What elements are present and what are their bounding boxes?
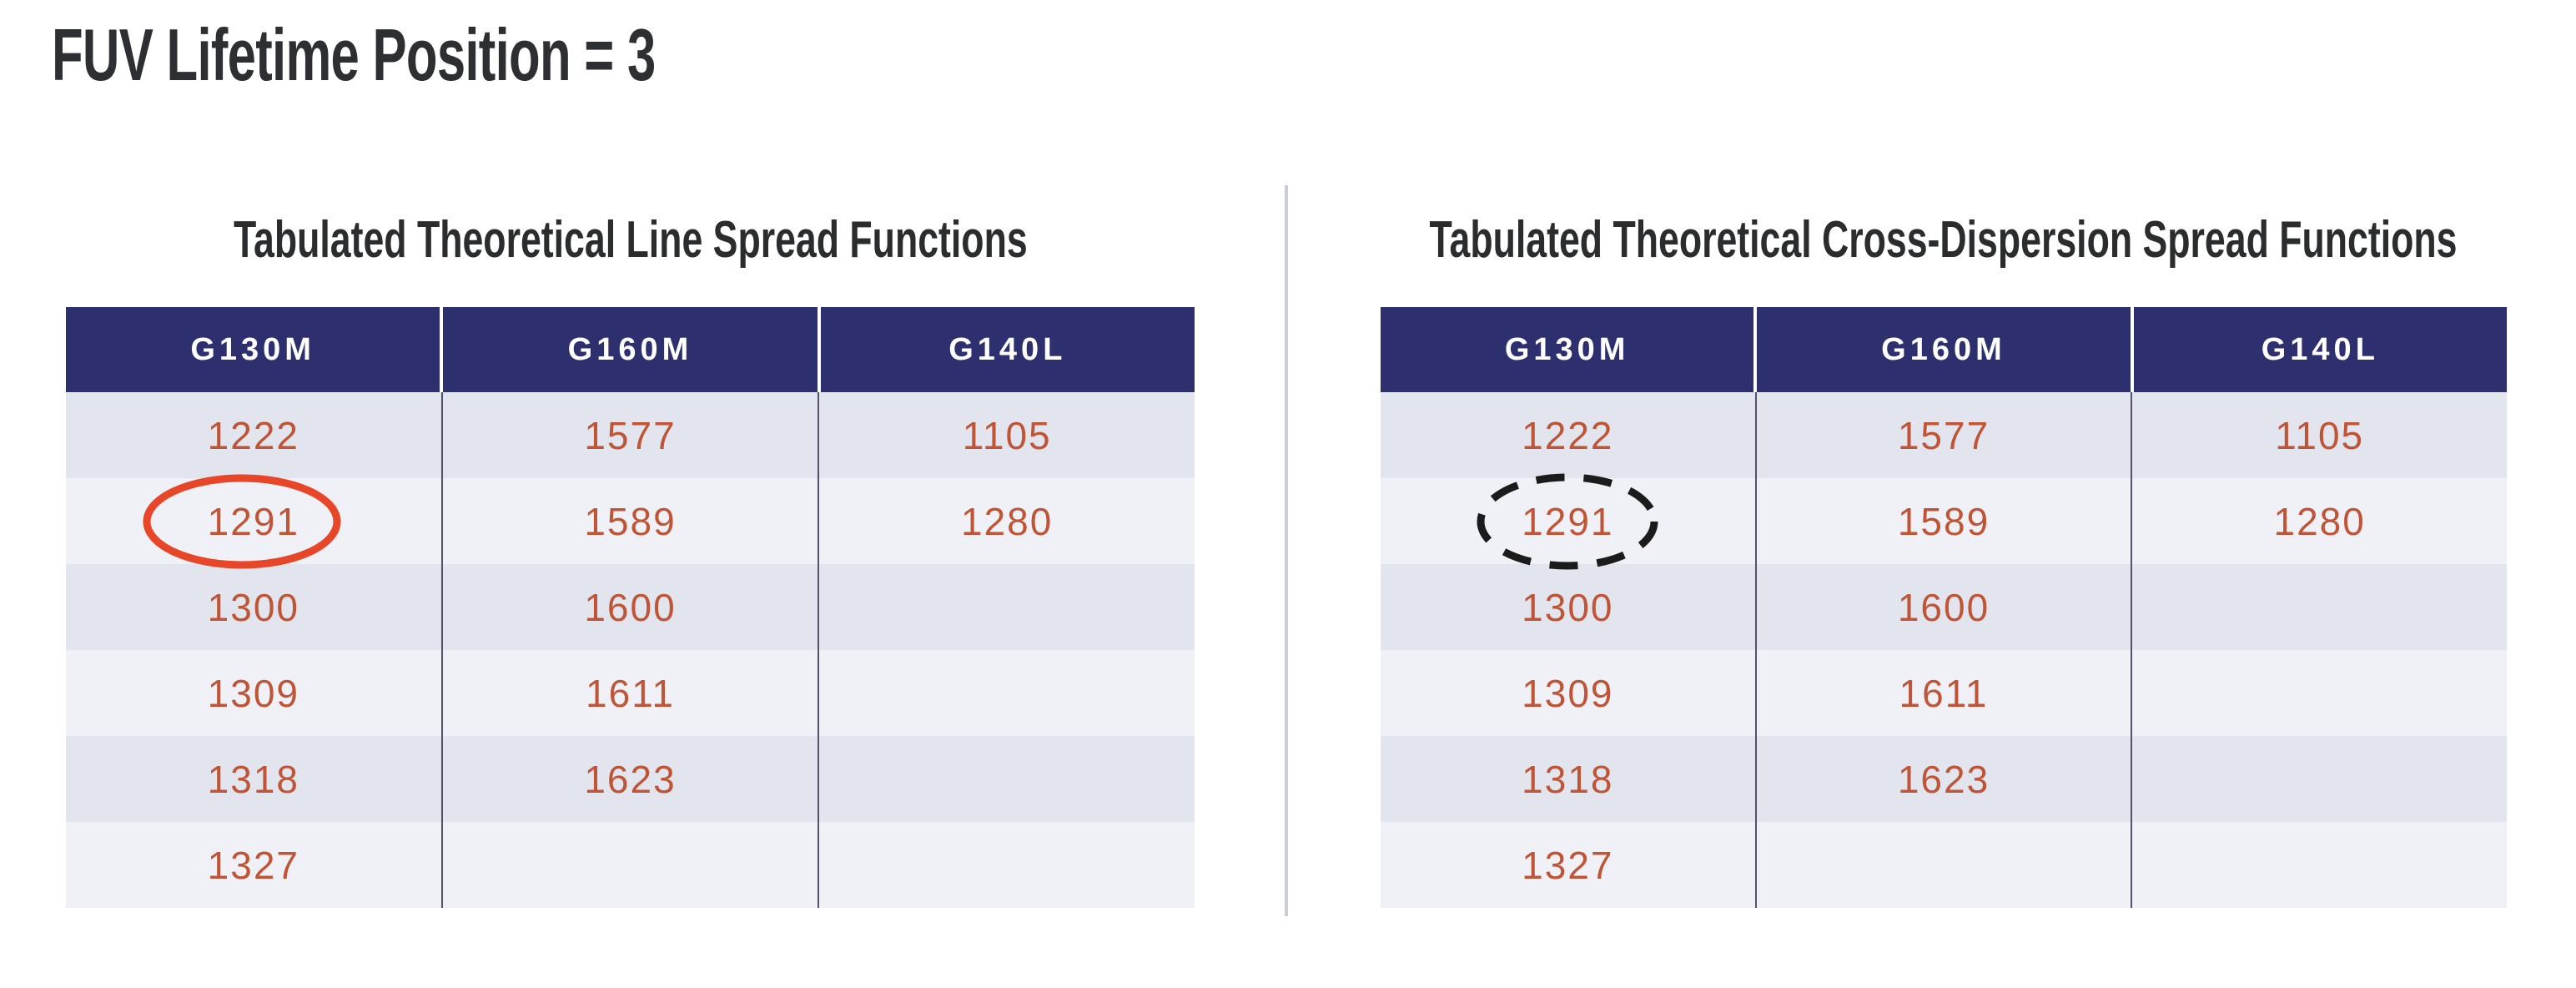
column-header-g140l: G140L [2261, 331, 2379, 367]
column-header-g140l: G140L [948, 331, 1067, 367]
right-panel: Tabulated Theoretical Cross-Dispersion S… [1381, 209, 2507, 908]
table-cell: 1623 [1757, 736, 2133, 822]
table-cell: 1105 [2275, 413, 2365, 457]
table-row: 1318 1623 [1381, 736, 2507, 822]
table-row: 1327 [1381, 822, 2507, 908]
table-row: 1300 1600 [66, 564, 1195, 650]
table-cell [819, 736, 1195, 822]
table-row: 1291 1589 1280 [66, 474, 1195, 568]
table-cell-value: 1291 [1522, 499, 1614, 543]
table-header-row: G130M G160M G140L [1381, 307, 2507, 392]
column-header-g160m: G160M [443, 307, 821, 392]
line-spread-table: G130M G160M G140L 1222 1577 1105 1291 [66, 307, 1195, 908]
table-cell-highlighted: 1291 [1381, 473, 1757, 569]
left-panel: Tabulated Theoretical Line Spread Functi… [66, 209, 1195, 908]
table-cell: 1222 [66, 392, 443, 478]
table-cell: 1318 [1381, 736, 1757, 822]
table-cell: 1577 [443, 392, 820, 478]
column-header-g130m: G130M [1381, 307, 1758, 392]
table-row: 1300 1600 [1381, 564, 2507, 650]
left-table-title-text: Tabulated Theoretical Line Spread Functi… [233, 211, 1028, 269]
table-cell: 1600 [1757, 564, 2133, 650]
table-cell: 1318 [66, 736, 443, 822]
table-cell [443, 822, 820, 908]
column-header-g130m: G130M [66, 307, 444, 392]
table-cell [1757, 822, 2133, 908]
table-row: 1309 1611 [66, 650, 1195, 736]
table-cell: 1222 [1381, 392, 1757, 478]
table-body: 1222 1577 1105 1291 1589 1280 1300 [66, 392, 1195, 908]
table-row: 1318 1623 [66, 736, 1195, 822]
table-cell [819, 564, 1195, 650]
table-cell: 1577 [1757, 392, 2133, 478]
table-cell [819, 822, 1195, 908]
table-cell-value: 1291 [207, 499, 299, 543]
table-cell [2132, 650, 2507, 736]
table-body: 1222 1577 1105 1291 1589 1280 1300 [1381, 392, 2507, 908]
table-cell: 1589 [1757, 478, 2133, 564]
table-cell: 1309 [1381, 650, 1757, 736]
table-cell: 1327 [1381, 822, 1757, 908]
table-row: 1291 1589 1280 [1381, 473, 2507, 569]
table-cell: 1589 [443, 478, 820, 564]
table-cell [819, 650, 1195, 736]
page-title: FUV Lifetime Position = 3 [52, 13, 656, 96]
table-cell: 1611 [1757, 650, 2133, 736]
right-table-title-text: Tabulated Theoretical Cross-Dispersion S… [1430, 211, 2458, 269]
table-cell: 1280 [2273, 499, 2366, 543]
table-row: 1309 1611 [1381, 650, 2507, 736]
table-cell: 1280 [961, 499, 1054, 543]
table-cell: 1611 [443, 650, 820, 736]
column-header-g160m: G160M [1757, 307, 2134, 392]
table-cell: 1623 [443, 736, 820, 822]
table-cell [2132, 822, 2507, 908]
table-header-row: G130M G160M G140L [66, 307, 1195, 392]
table-cell: 1300 [66, 564, 443, 650]
table-cell: 1105 [962, 413, 1052, 457]
cross-dispersion-table: G130M G160M G140L 1222 1577 1105 1291 [1381, 307, 2507, 908]
table-cell-highlighted: 1291 [66, 474, 443, 568]
table-cell: 1300 [1381, 564, 1757, 650]
table-cell: 1309 [66, 650, 443, 736]
panel-divider [1285, 185, 1288, 916]
table-cell [2132, 564, 2507, 650]
table-row: 1327 [66, 822, 1195, 908]
table-cell: 1600 [443, 564, 820, 650]
table-cell [2132, 736, 2507, 822]
table-cell: 1327 [66, 822, 443, 908]
right-table-title: Tabulated Theoretical Cross-Dispersion S… [1381, 209, 2507, 307]
left-table-title: Tabulated Theoretical Line Spread Functi… [66, 209, 1195, 307]
table-row: 1222 1577 1105 [66, 392, 1195, 478]
table-row: 1222 1577 1105 [1381, 392, 2507, 478]
